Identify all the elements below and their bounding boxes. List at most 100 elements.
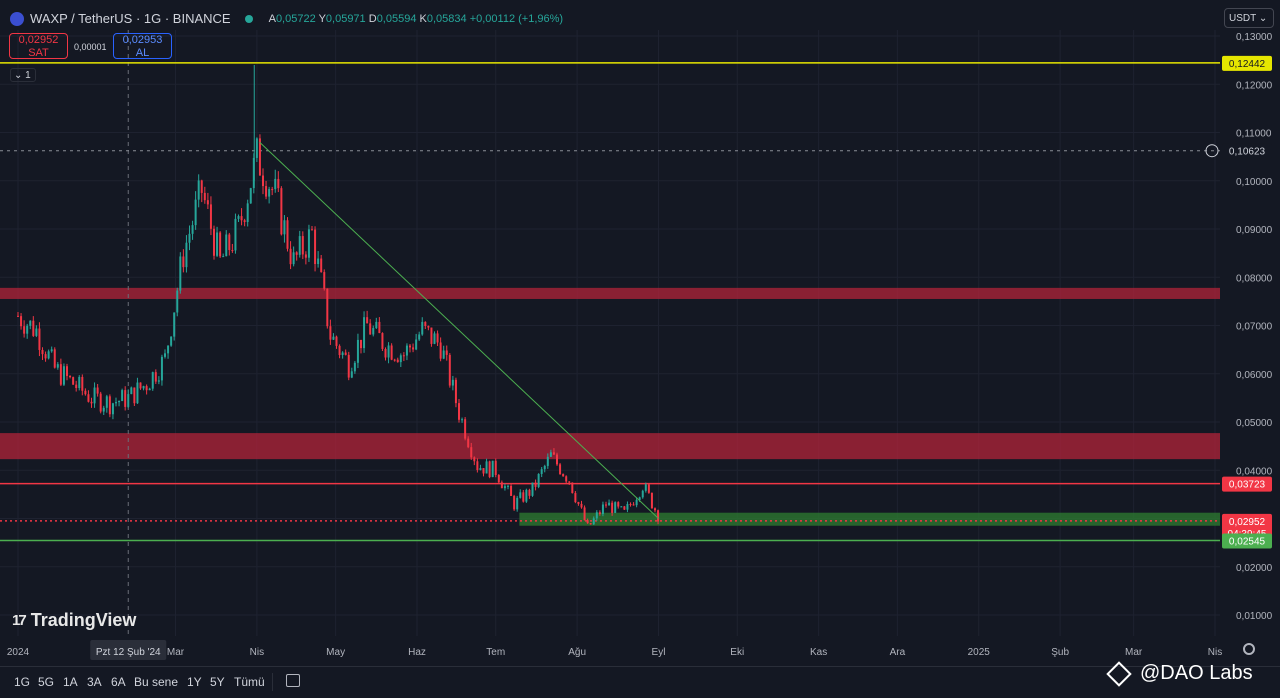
candle-body	[473, 457, 476, 462]
candle-body	[369, 323, 372, 335]
candle-body	[59, 364, 62, 385]
candle-body	[513, 495, 516, 510]
candle-body	[258, 138, 261, 176]
timeframe-6a[interactable]: 6A	[111, 675, 126, 689]
candle-body	[421, 321, 424, 335]
candle-body	[323, 272, 326, 289]
candle-body	[638, 497, 641, 500]
candle-body	[399, 355, 402, 363]
candle-body	[99, 393, 102, 412]
candle-body	[485, 461, 488, 474]
candle-body	[280, 188, 283, 235]
candle-body	[206, 200, 209, 205]
candle-body	[641, 490, 644, 498]
candle-body	[433, 333, 436, 344]
price-label-box	[1222, 513, 1272, 540]
y-tick-label: 0,12000	[1236, 80, 1273, 91]
price-label-box	[1222, 476, 1272, 492]
timeframe-1a[interactable]: 1A	[63, 675, 78, 689]
candle-body	[347, 354, 350, 378]
x-tick-label: Nis	[250, 647, 264, 658]
candle-body	[142, 386, 145, 389]
price-label-box	[1222, 143, 1272, 159]
candle-body	[467, 438, 470, 448]
candle-body	[381, 333, 384, 349]
candle-body	[500, 482, 503, 489]
candle-body	[647, 484, 650, 493]
candle-body	[601, 504, 604, 515]
candle-body	[491, 460, 494, 478]
candle-body	[102, 407, 105, 412]
time-axis	[0, 638, 1280, 666]
candle-body	[617, 502, 620, 507]
candle-body	[72, 377, 75, 385]
candle-body	[623, 506, 626, 510]
candle-body	[589, 523, 592, 525]
candle-body	[479, 468, 482, 471]
waxp-logo-icon	[10, 11, 24, 26]
crosshair-date-label: Pzt 12 Şub '24	[96, 647, 161, 658]
y-tick-label: 0,11000	[1236, 129, 1272, 140]
candle-body	[255, 138, 258, 158]
candle-body	[458, 403, 460, 420]
candle-body	[314, 229, 317, 265]
candle-body	[188, 233, 191, 243]
timeframe-3a[interactable]: 3A	[87, 675, 102, 689]
candle-body	[445, 350, 448, 355]
price-chart[interactable]: 0,010000,020000,030000,040000,050000,060…	[0, 0, 1280, 666]
candle-body	[111, 403, 114, 415]
price-label-box	[1222, 55, 1272, 71]
candle-body	[654, 508, 656, 511]
candle-body	[402, 355, 405, 357]
candle-body	[307, 229, 310, 258]
candle-body	[332, 336, 335, 340]
settings-gear-icon[interactable]	[1243, 643, 1255, 655]
candle-body	[650, 492, 653, 509]
candle-body	[20, 316, 23, 327]
buy-button[interactable]: 0,02953 AL	[113, 33, 172, 59]
candle-body	[598, 512, 601, 515]
timeframe-5g[interactable]: 5G	[38, 675, 55, 689]
y-tick-label: 0,09000	[1236, 225, 1273, 236]
candle-body	[418, 334, 421, 340]
timeframe-tümü[interactable]: Tümü	[234, 675, 265, 689]
candle-body	[237, 216, 240, 219]
candle-body	[127, 394, 130, 407]
candle-body	[338, 345, 341, 356]
candle-body	[574, 493, 577, 503]
timeframe-5y[interactable]: 5Y	[210, 675, 225, 689]
candle-body	[118, 401, 121, 403]
x-tick-label: Kas	[810, 647, 827, 658]
sell-button[interactable]: 0,02952 SAT	[9, 33, 68, 59]
candle-body	[430, 327, 433, 344]
timeframe-1y[interactable]: 1Y	[187, 675, 202, 689]
timeframe-1g[interactable]: 1G	[14, 675, 31, 689]
candle-body	[154, 372, 157, 382]
y-tick-label: 0,01000	[1236, 611, 1273, 622]
candle-body	[32, 320, 35, 336]
x-tick-label: Mar	[167, 647, 185, 658]
timeframe-bu-sene[interactable]: Bu sene	[134, 675, 179, 689]
candle-body	[50, 349, 53, 352]
candle-body	[243, 220, 246, 222]
indicator-toggle[interactable]: ⌄ 1	[10, 68, 36, 82]
currency-select[interactable]: USDT ⌄	[1224, 8, 1274, 28]
candle-body	[29, 320, 32, 326]
candle-body	[292, 252, 295, 265]
candle-body	[396, 359, 399, 363]
calendar-icon[interactable]	[286, 674, 300, 687]
y-tick-label: 0,06000	[1236, 370, 1273, 381]
candle-body	[96, 387, 99, 394]
symbol-title[interactable]: WAXP / TetherUS · 1G · BINANCE	[30, 11, 231, 26]
candle-body	[442, 350, 445, 359]
candle-body	[197, 180, 200, 200]
candle-body	[415, 339, 418, 350]
add-alert-icon	[1205, 144, 1219, 158]
candle-body	[268, 189, 271, 197]
candle-body	[454, 379, 457, 404]
candle-body	[556, 454, 558, 465]
candle-body	[115, 402, 117, 404]
candle-body	[580, 503, 583, 508]
x-tick-label: Haz	[408, 647, 426, 658]
candle-body	[265, 186, 268, 197]
